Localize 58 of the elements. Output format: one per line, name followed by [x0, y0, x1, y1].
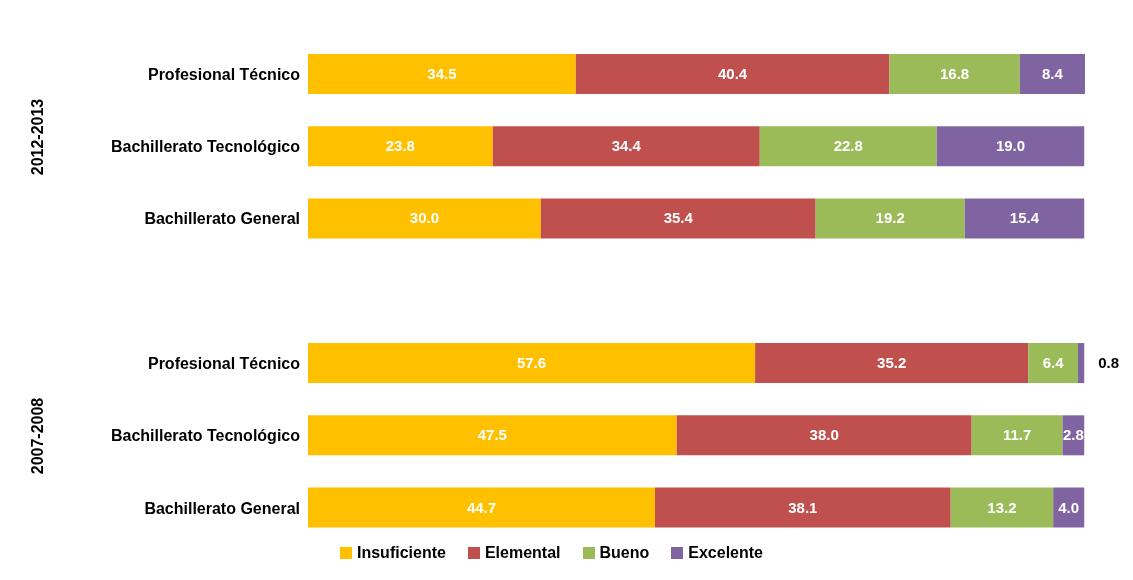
data-label: 40.4: [717, 64, 748, 82]
bar: [676, 415, 972, 456]
bar: [654, 487, 951, 528]
bar: [755, 343, 1029, 384]
bar: [1028, 343, 1079, 384]
y-tick-label: Bachillerato Tecnológico: [110, 138, 301, 156]
data-label: 34.4: [611, 137, 642, 155]
bar: [308, 487, 655, 528]
data-label: 0.8: [1098, 354, 1120, 372]
legend-label: Elemental: [483, 544, 561, 562]
data-label: 8.4: [1041, 64, 1064, 82]
data-label: 34.5: [427, 64, 457, 82]
bar: [308, 415, 677, 456]
bar: [308, 343, 756, 384]
data-label: 19.2: [875, 209, 905, 227]
data-label: 57.6: [516, 354, 547, 372]
data-label: 2.8: [1062, 426, 1084, 444]
data-label: 38.0: [809, 426, 839, 444]
legend-label: Insuficiente: [356, 544, 446, 562]
data-label: 23.8: [385, 137, 415, 155]
data-label: 11.7: [1002, 426, 1032, 444]
data-label: 6.4: [1042, 354, 1065, 372]
data-label: 13.2: [987, 498, 1017, 516]
data-label: 16.8: [939, 64, 970, 82]
y-tick-label: Bachillerato General: [144, 499, 300, 517]
data-label: 44.7: [466, 498, 497, 516]
bar: [964, 198, 1085, 239]
legend-label: Bueno: [598, 544, 650, 562]
legend-label: Excelente: [687, 544, 763, 562]
bar: [1078, 343, 1085, 384]
data-label: 19.0: [995, 137, 1026, 155]
y-tick-label: Profesional Técnico: [147, 354, 301, 372]
bar: [889, 53, 1020, 94]
bar: [308, 198, 541, 239]
data-label: 35.2: [877, 354, 907, 372]
bar: [950, 487, 1054, 528]
data-label: 15.4: [1009, 209, 1040, 227]
data-label: 30.0: [409, 209, 440, 227]
data-label: 38.1: [788, 498, 818, 516]
y-tick-label: Bachillerato General: [144, 210, 300, 228]
bar: [308, 126, 493, 167]
y-tick-label: Profesional Técnico: [147, 65, 301, 83]
bar: [759, 126, 937, 167]
data-label: 4.0: [1058, 498, 1080, 516]
data-label: 35.4: [663, 209, 694, 227]
bar: [936, 126, 1085, 167]
bar: [540, 198, 816, 239]
bar: [1019, 53, 1085, 94]
data-label: 47.5: [477, 426, 507, 444]
bar: [815, 198, 965, 239]
bar: [308, 53, 576, 94]
text: 2012-2013: [29, 99, 47, 176]
text: 2007-2008: [29, 397, 47, 474]
bar: [971, 415, 1063, 456]
bar: [575, 53, 890, 94]
bar: [492, 126, 760, 167]
data-label: 22.8: [833, 137, 863, 155]
y-tick-label: Bachillerato Tecnológico: [110, 427, 301, 445]
